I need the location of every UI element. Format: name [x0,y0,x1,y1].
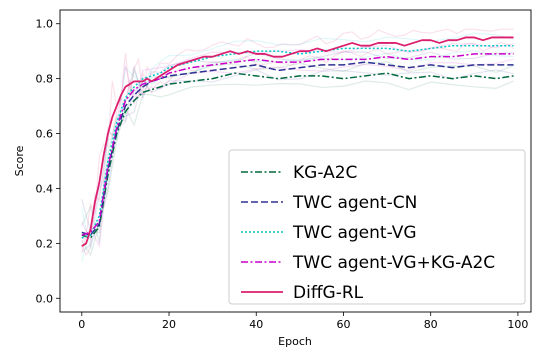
x-tick-label: 80 [424,318,438,331]
legend-entry-label: TWC agent-CN [292,193,417,213]
series-line [81,61,514,236]
legend: KG-A2C TWC agent-CN TWC agent-VG TWC agent-… [228,149,526,305]
plot-frame [59,9,532,313]
legend-entry-label: DiffG-RL [293,283,364,303]
legend-entry-label: TWC agent-VG [292,223,417,243]
series-line [81,53,514,236]
y-axis-label: Score [13,145,26,176]
legend-entry-label: KG-A2C [293,163,357,183]
legend-entry-label: TWC agent-VG+KG-A2C [292,253,495,273]
series-line [81,36,514,247]
series-line [81,72,514,239]
x-axis-label: Epoch [278,335,312,348]
y-tick-label: 0.2 [36,237,54,250]
y-tick-label: 0.6 [36,128,54,141]
x-tick-label: 20 [162,318,176,331]
y-tick-label: 1.0 [36,18,54,31]
variance-trail [81,28,514,253]
x-tick-label: 100 [507,318,528,331]
y-tick-label: 0.4 [36,182,54,195]
x-tick-label: 0 [78,318,85,331]
x-tick-label: 40 [249,318,263,331]
y-tick-label: 0.0 [36,292,54,305]
series-line [81,44,514,239]
variance-trail [81,80,514,257]
y-tick-label: 0.8 [36,73,54,86]
legend-box [228,149,526,305]
x-tick-label: 60 [336,318,350,331]
x-axis-ticks: 0 20 40 60 80 100 [78,312,528,331]
y-axis-ticks: 0.0 0.2 0.4 0.6 0.8 1.0 [36,18,60,305]
series-lines [81,36,514,247]
